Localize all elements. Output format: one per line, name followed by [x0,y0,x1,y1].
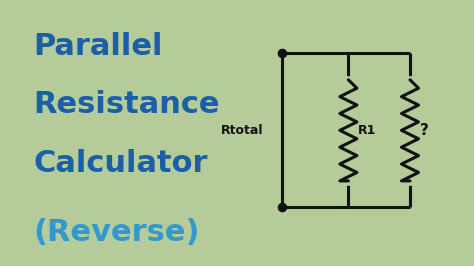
Text: (Reverse): (Reverse) [33,218,200,247]
Text: Rtotal: Rtotal [220,124,263,137]
Text: Parallel: Parallel [33,32,163,61]
Text: ?: ? [419,123,428,138]
Point [278,205,286,210]
Point [278,51,286,55]
Text: R1: R1 [358,124,376,137]
Text: Resistance: Resistance [33,90,219,119]
Text: Calculator: Calculator [33,149,208,178]
